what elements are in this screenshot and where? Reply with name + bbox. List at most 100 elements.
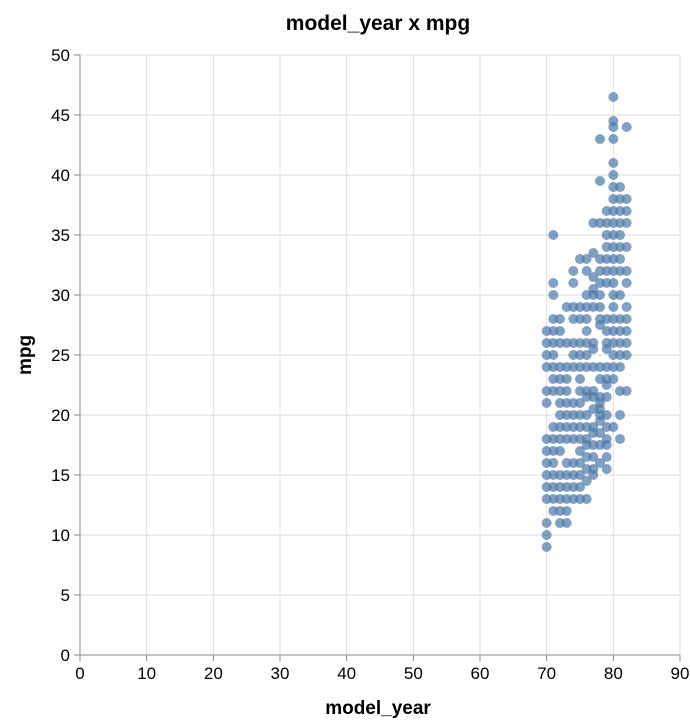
data-point — [595, 302, 605, 312]
x-axis-ticks: 0 10 20 30 40 50 60 70 80 90 — [75, 655, 689, 683]
y-tick-label: 45 — [51, 106, 70, 125]
data-point — [601, 410, 612, 420]
data-point — [541, 530, 552, 540]
chart-title: model_year x mpg — [286, 12, 470, 35]
x-tick-label: 0 — [75, 664, 84, 683]
data-point — [588, 284, 599, 294]
x-tick-label: 40 — [337, 664, 356, 683]
data-point — [568, 266, 579, 276]
x-tick-label: 90 — [671, 664, 690, 683]
data-point — [621, 218, 632, 228]
y-tick-label: 50 — [51, 46, 70, 65]
data-point — [561, 506, 572, 516]
data-point — [615, 182, 625, 192]
data-point — [581, 326, 592, 336]
data-point — [601, 392, 612, 402]
data-point — [608, 374, 619, 384]
data-point — [621, 194, 632, 204]
data-point — [581, 410, 592, 420]
data-point — [595, 176, 605, 186]
data-point — [615, 434, 625, 444]
data-point — [581, 350, 592, 360]
data-point — [575, 470, 585, 480]
data-point — [601, 452, 612, 462]
data-point — [575, 482, 585, 492]
data-point — [621, 242, 632, 252]
data-point — [608, 116, 619, 126]
data-point — [615, 290, 625, 300]
data-point — [608, 278, 619, 288]
data-point — [581, 494, 592, 504]
x-tick-label: 70 — [537, 664, 556, 683]
data-point — [621, 206, 632, 216]
data-point — [588, 248, 599, 258]
data-point — [548, 350, 559, 360]
data-point — [581, 434, 592, 444]
data-point — [561, 386, 572, 396]
data-point — [561, 518, 572, 528]
data-point — [615, 362, 625, 372]
data-point — [588, 338, 599, 348]
data-point — [608, 92, 619, 102]
data-point — [595, 290, 605, 300]
data-point — [548, 458, 559, 468]
data-point — [575, 374, 585, 384]
data-point — [621, 302, 632, 312]
data-point — [608, 134, 619, 144]
x-tick-label: 80 — [604, 664, 623, 683]
x-tick-label: 60 — [471, 664, 490, 683]
data-points — [541, 92, 632, 552]
data-point — [621, 314, 632, 324]
data-point — [588, 272, 599, 282]
data-point — [621, 278, 632, 288]
data-point — [555, 326, 565, 336]
data-point — [608, 422, 619, 432]
data-point — [621, 338, 632, 348]
data-point — [608, 302, 619, 312]
data-point — [615, 254, 625, 264]
data-point — [608, 170, 619, 180]
data-point — [581, 476, 592, 486]
data-point — [601, 464, 612, 474]
data-point — [555, 314, 565, 324]
y-tick-label: 35 — [51, 226, 70, 245]
data-point — [601, 434, 612, 444]
data-point — [621, 386, 632, 396]
data-point — [621, 266, 632, 276]
data-point — [621, 350, 632, 360]
x-tick-label: 10 — [137, 664, 156, 683]
data-point — [615, 410, 625, 420]
data-point — [561, 374, 572, 384]
data-point — [575, 458, 585, 468]
data-point — [568, 278, 579, 288]
data-point — [581, 254, 592, 264]
y-tick-label: 40 — [51, 166, 70, 185]
data-point — [548, 230, 559, 240]
data-point — [555, 446, 565, 456]
data-point — [608, 158, 619, 168]
y-tick-label: 15 — [51, 466, 70, 485]
y-tick-label: 25 — [51, 346, 70, 365]
y-tick-label: 30 — [51, 286, 70, 305]
data-point — [575, 446, 585, 456]
data-point — [575, 398, 585, 408]
data-point — [581, 314, 592, 324]
data-point — [588, 422, 599, 432]
x-axis-title: model_year — [325, 698, 431, 719]
x-tick-label: 30 — [271, 664, 290, 683]
data-point — [581, 266, 592, 276]
data-point — [541, 518, 552, 528]
data-point — [615, 230, 625, 240]
y-axis-ticks: 0 5 10 15 20 25 30 35 40 45 50 — [51, 46, 80, 665]
x-tick-label: 50 — [404, 664, 423, 683]
data-point — [541, 542, 552, 552]
y-tick-label: 0 — [61, 646, 70, 665]
y-tick-label: 10 — [51, 526, 70, 545]
x-tick-label: 20 — [204, 664, 223, 683]
y-tick-label: 5 — [61, 586, 70, 605]
data-point — [588, 464, 599, 474]
data-point — [595, 134, 605, 144]
data-point — [595, 458, 605, 468]
data-point — [541, 398, 552, 408]
